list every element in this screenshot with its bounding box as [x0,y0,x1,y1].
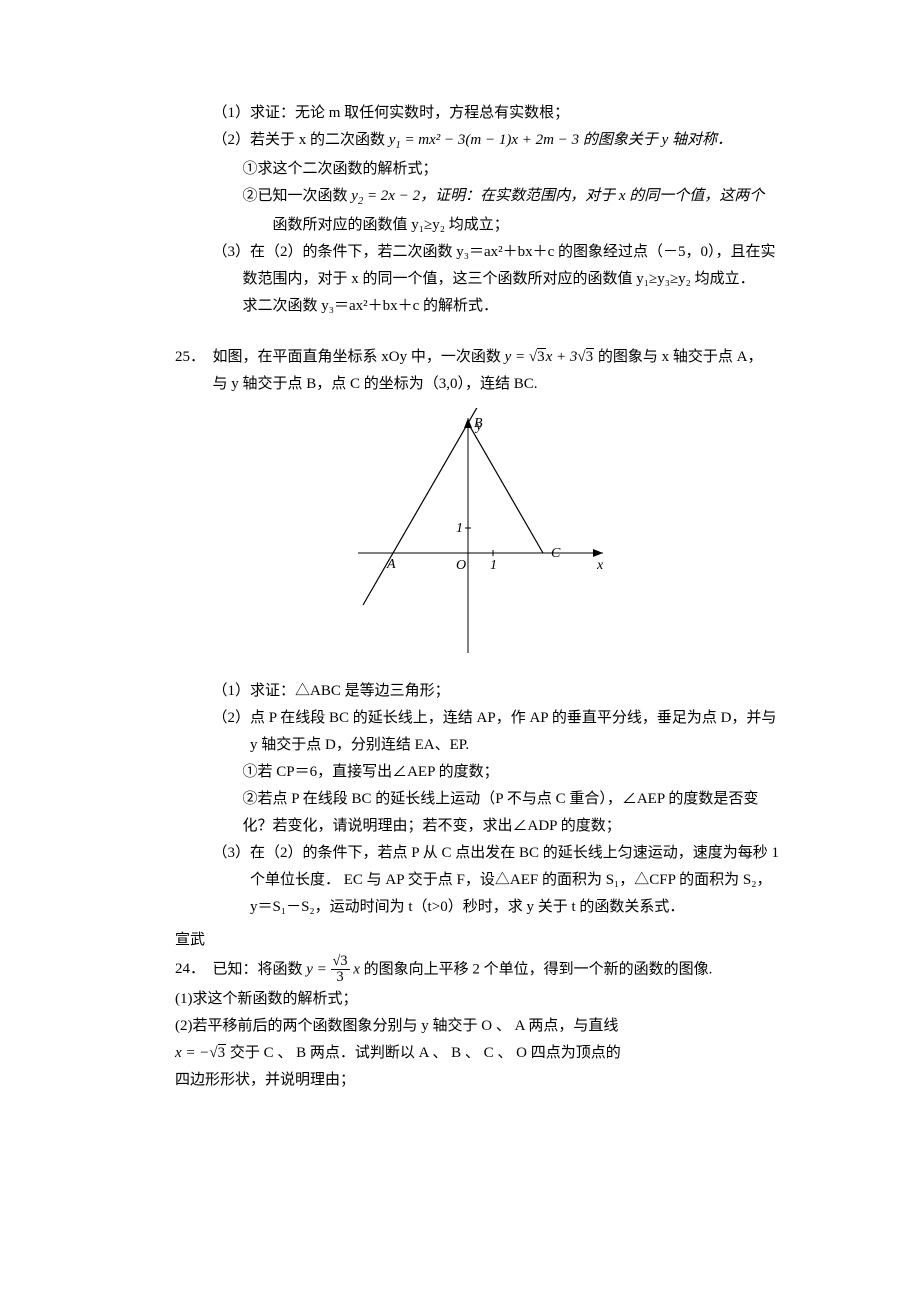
p25-part3-l3: y＝S₁－S₂，运动时间为 t（t>0）秒时，求 y 关于 t 的函数关系式． [175,894,790,921]
svg-text:A: A [386,557,396,572]
p24-part2-a: ①求这个二次函数的解析式； [175,156,790,183]
p25-part2-l2: y 轴交于点 D，分别连结 EA、EP. [175,732,790,759]
p24-part2-b-l1: ②已知一次函数 y2 = 2x − 2，证明：在实数范围内，对于 x 的同一个值… [175,183,790,212]
text: 的图象与 x 轴交于点 A， [594,349,762,365]
p25-part2-b-l2: 化？若变化，请说明理由；若不变，求出∠ADP 的度数； [175,813,790,840]
expr-mid: x + 3 [546,349,578,365]
frac-den: 3 [331,970,350,986]
coordinate-figure: ABCO11xy [175,408,790,668]
p24b-lead: 24．已知：将函数 y = √33 x 的图象向上平移 2 个单位，得到一个新的… [175,954,790,986]
sqrt3-c: 3 [218,1044,227,1061]
p24-part2-lead: （2）若关于 x 的二次函数 y1 = mx² − 3(m − 1)x + 2m… [175,127,790,156]
svg-text:C: C [551,546,561,561]
sqrt3-b: 3 [586,348,595,365]
p24b-part2-l2: x = −√3 交于 C 、 B 两点．试判断以 A 、 B 、 C 、 O 四… [175,1040,790,1067]
expr: = mx² − 3(m − 1)x + 2m − 3 的图象关于 y 轴对称． [401,132,732,148]
svg-text:y: y [474,419,483,434]
p25-part2-l1: （2）点 P 在线段 BC 的延长线上，连结 AP，作 AP 的垂直平分线，垂足… [175,705,790,732]
text: ②已知一次函数 [243,188,352,204]
p25-lead-l1: 25．如图，在平面直角坐标系 xOy 中，一次函数 y = √3x + 3√3 … [175,344,790,371]
axes-svg: ABCO11xy [343,408,623,658]
text: 如图，在平面直角坐标系 xOy 中，一次函数 [213,349,505,365]
p25-part1: （1）求证：△ABC 是等边三角形； [175,678,790,705]
svg-text:x: x [596,558,604,573]
expr-post: x [350,961,360,977]
var-y: y [351,188,358,204]
sqrt3-a: 3 [537,348,546,365]
q-number: 25． [175,344,213,371]
svg-text:O: O [456,558,466,573]
p24b-part2-l3: 四边形形状，并说明理由； [175,1067,790,1094]
text: 的图象向上平移 2 个单位，得到一个新的函数的图像. [360,961,713,977]
p24b-part1: (1)求这个新函数的解析式； [175,986,790,1013]
spacer [175,320,790,344]
p24-part2-b-l2: 函数所对应的函数值 y₁≥y₂ 均成立； [175,212,790,239]
p24-part3-l1: （3）在（2）的条件下，若二次函数 y₃＝ax²＋bx＋c 的图象经过点（－5，… [175,239,790,266]
p24b-part2-l1: (2)若平移前后的两个函数图象分别与 y 轴交于 O 、 A 两点，与直线 [175,1013,790,1040]
text: 交于 C 、 B 两点．试判断以 A 、 B 、 C 、 O 四点为顶点的 [226,1045,621,1061]
q-number: 24． [175,956,213,983]
p25-part3-l2: 个单位长度． EC 与 AP 交于点 F，设△AEF 的面积为 S₁，△CFP … [175,867,790,894]
p25-part2-b-l1: ②若点 P 在线段 BC 的延长线上运动（P 不与点 C 重合），∠AEP 的度… [175,786,790,813]
p24-part1: （1）求证：无论 m 取任何实数时，方程总有实数根； [175,100,790,127]
svg-text:1: 1 [456,521,463,536]
p24-part3-l2: 数范围内，对于 x 的同一个值，这三个函数所对应的函数值 y₁≥y₃≥y₂ 均成… [175,266,790,293]
p25-part3-l1: （3）在（2）的条件下，若点 P 从 C 点出发在 BC 的延长线上匀速运动，速… [175,840,790,867]
p25-part2-a: ①若 CP＝6，直接写出∠AEP 的度数； [175,759,790,786]
expr: = 2x − 2，证明：在实数范围内，对于 x 的同一个值，这两个 [363,188,764,204]
p25-lead-l2: 与 y 轴交于点 B，点 C 的坐标为（3,0），连结 BC. [175,371,790,398]
p24-part3-l3: 求二次函数 y₃＝ax²＋bx＋c 的解析式． [175,293,790,320]
frac-num: √3 [331,954,350,971]
text: （2）若关于 x 的二次函数 [213,132,389,148]
text: 已知：将函数 [213,961,307,977]
source-label: 宣武 [175,927,790,954]
expr-pre: y = [505,349,529,365]
svg-text:1: 1 [490,558,497,573]
document-page: （1）求证：无论 m 取任何实数时，方程总有实数根； （2）若关于 x 的二次函… [0,0,920,1302]
expr-pre: y = [306,961,330,977]
expr-pre: x = − [175,1045,209,1061]
